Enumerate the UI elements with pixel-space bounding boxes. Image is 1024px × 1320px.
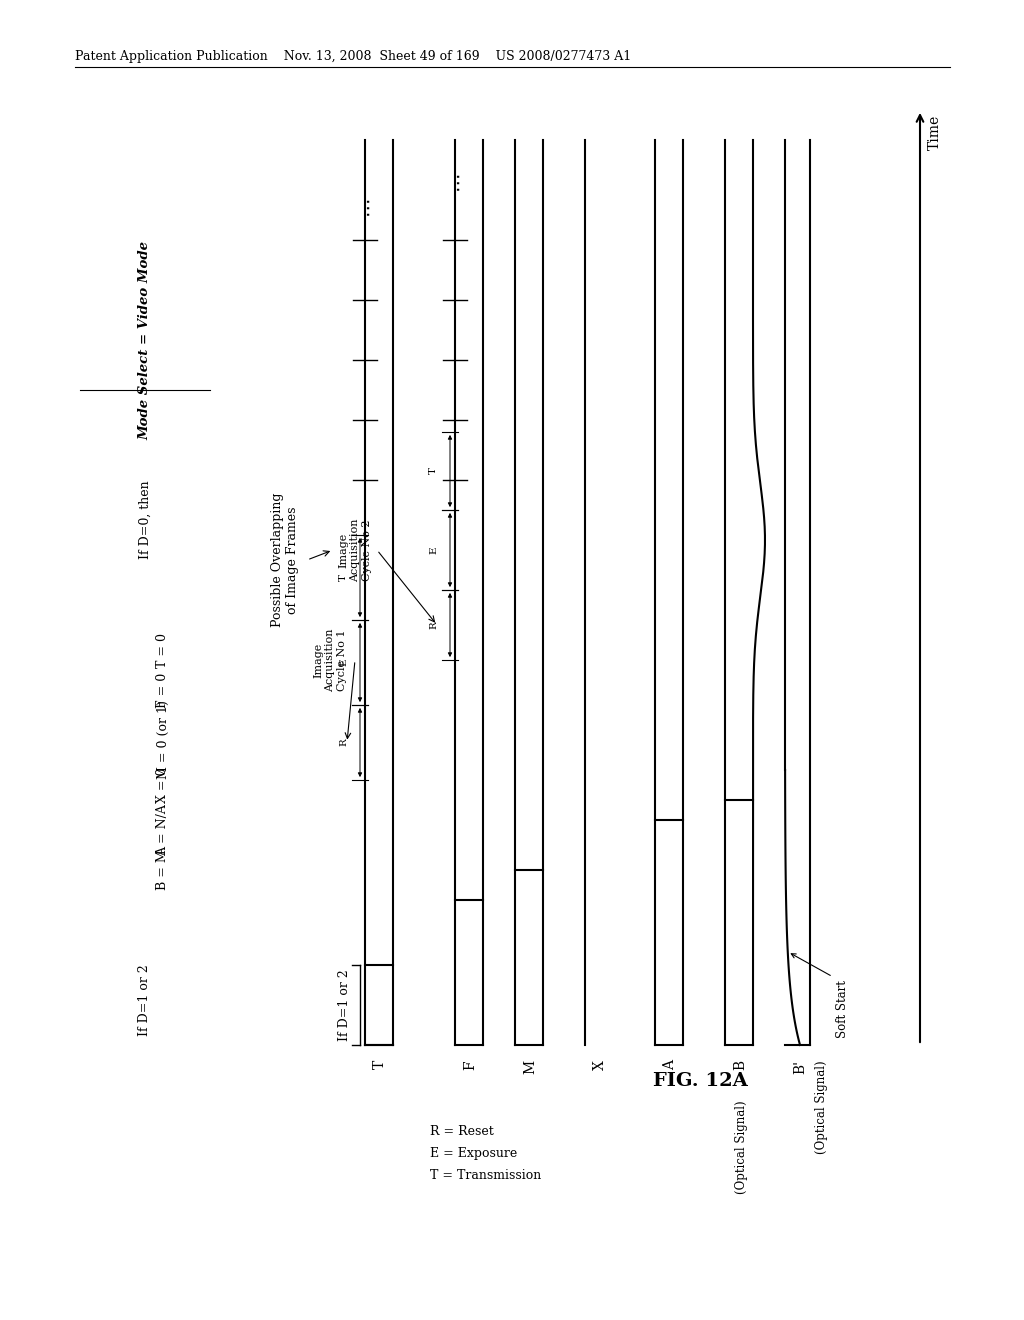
Text: If D=1 or 2: If D=1 or 2 — [138, 964, 152, 1036]
Text: Patent Application Publication    Nov. 13, 2008  Sheet 49 of 169    US 2008/0277: Patent Application Publication Nov. 13, … — [75, 50, 631, 63]
Text: Image
Acquisition
Cycle No 2: Image Acquisition Cycle No 2 — [338, 519, 372, 582]
Text: Time: Time — [928, 115, 942, 150]
Text: T = Transmission: T = Transmission — [430, 1170, 542, 1181]
Text: E: E — [429, 546, 438, 554]
Text: E = Exposure: E = Exposure — [430, 1147, 517, 1160]
Text: T: T — [429, 467, 438, 474]
Text: Soft Start: Soft Start — [836, 979, 849, 1038]
Text: Possible Overlapping
of Image Frames: Possible Overlapping of Image Frames — [271, 492, 299, 627]
Text: If D=1 or 2: If D=1 or 2 — [339, 969, 351, 1041]
Text: ⋯: ⋯ — [447, 170, 467, 190]
Text: M: M — [523, 1060, 537, 1074]
Text: A: A — [663, 1060, 677, 1071]
Text: F = 0: F = 0 — [157, 672, 170, 708]
Text: (Optical Signal): (Optical Signal) — [815, 1060, 828, 1154]
Text: R: R — [429, 622, 438, 628]
Text: M = 0 (or 1): M = 0 (or 1) — [157, 701, 170, 779]
Text: B': B' — [793, 1060, 807, 1074]
Text: FIG. 12A: FIG. 12A — [652, 1072, 748, 1090]
Text: R = Reset: R = Reset — [430, 1125, 494, 1138]
Text: B: B — [733, 1060, 746, 1071]
Text: X: X — [593, 1060, 607, 1071]
Text: (Optical Signal): (Optical Signal) — [735, 1100, 748, 1193]
Text: Mode Select = Video Mode: Mode Select = Video Mode — [138, 240, 152, 440]
Text: T: T — [373, 1060, 387, 1069]
Text: ⋯: ⋯ — [357, 195, 377, 215]
Text: T: T — [339, 574, 348, 581]
Text: Image
Acquisition
Cycle No 1: Image Acquisition Cycle No 1 — [313, 628, 346, 692]
Text: X = 0: X = 0 — [157, 767, 170, 803]
Text: T = 0: T = 0 — [157, 632, 170, 668]
Text: If D=0, then: If D=0, then — [138, 480, 152, 560]
Text: F: F — [463, 1060, 477, 1069]
Text: B = M: B = M — [157, 850, 170, 891]
Text: R: R — [339, 739, 348, 746]
Text: E: E — [339, 659, 348, 667]
Text: A = N/A: A = N/A — [157, 804, 170, 855]
